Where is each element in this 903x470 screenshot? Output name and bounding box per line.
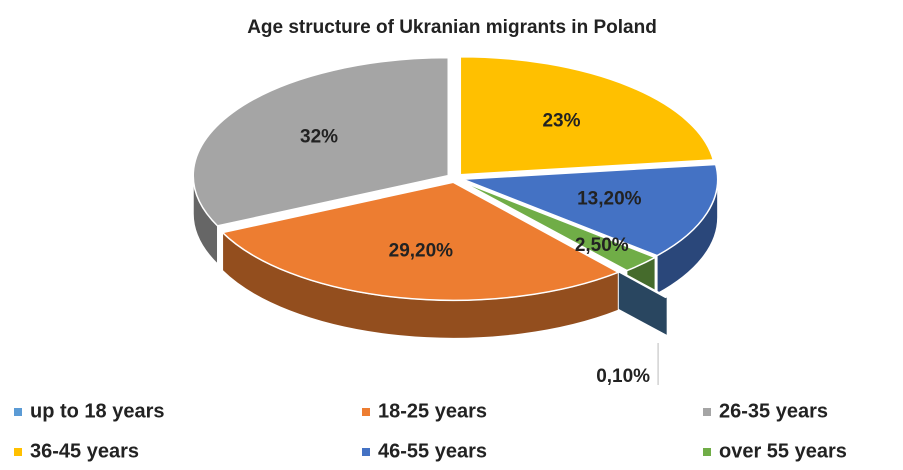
pie-labels: 23% 13,20% 2,50% 0,10% 29,20% 32% xyxy=(300,111,659,387)
chart-title: Age structure of Ukranian migrants in Po… xyxy=(247,17,657,38)
legend-label: 46-55 years xyxy=(378,440,487,462)
data-label: 0,10% xyxy=(596,366,650,387)
slice xyxy=(221,181,621,302)
legend-swatch xyxy=(703,448,711,456)
data-label: 29,20% xyxy=(389,241,454,262)
legend-label: up to 18 years xyxy=(30,400,165,422)
slice xyxy=(460,180,657,272)
data-label: 2,50% xyxy=(575,235,629,256)
legend-swatch xyxy=(14,408,22,416)
legend-swatch xyxy=(14,448,22,456)
legend-label: 26-35 years xyxy=(719,400,828,422)
legend-label: over 55 years xyxy=(719,440,847,462)
slice xyxy=(462,163,719,257)
slice xyxy=(459,55,715,176)
data-label: 32% xyxy=(300,127,338,148)
slice xyxy=(500,206,669,299)
legend-swatch xyxy=(362,408,370,416)
legend-swatch xyxy=(362,448,370,456)
pie-tops xyxy=(192,55,719,302)
data-label: 13,20% xyxy=(577,188,642,209)
legend-label: 18-25 years xyxy=(378,400,487,422)
data-label: 23% xyxy=(542,111,580,132)
slice xyxy=(192,56,449,227)
legend-label: 36-45 years xyxy=(30,440,139,462)
legend-swatch xyxy=(703,408,711,416)
